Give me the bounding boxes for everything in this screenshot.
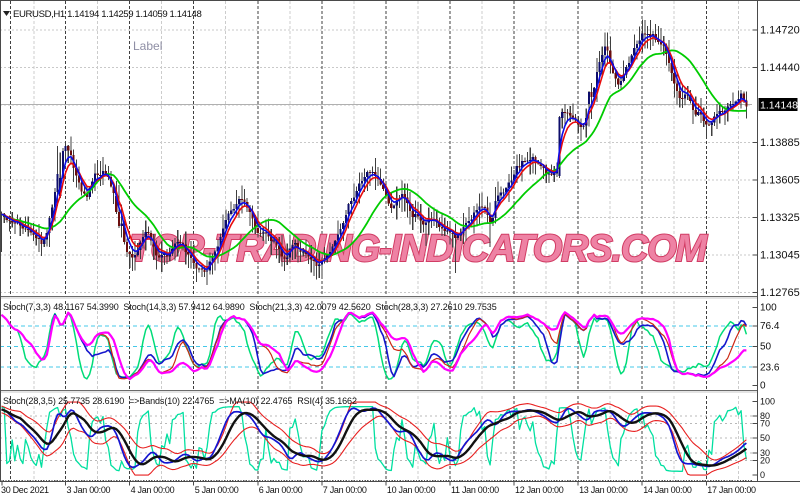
svg-text:Stoch(7,3,3) 48.1167 54.3990: Stoch(7,3,3) 48.1167 54.3990 Stoch(14,3,… — [3, 302, 497, 312]
svg-text:17 Jan 00:00: 17 Jan 00:00 — [707, 485, 756, 495]
svg-text:7 Jan 00:00: 7 Jan 00:00 — [323, 485, 367, 495]
svg-text:13 Jan 00:00: 13 Jan 00:00 — [579, 485, 628, 495]
svg-text:1.12765: 1.12765 — [760, 287, 800, 299]
svg-text:50: 50 — [760, 342, 772, 353]
svg-text:70: 70 — [760, 419, 770, 429]
svg-text:TOP-TRADING-INDICATORS.COM: TOP-TRADING-INDICATORS.COM — [129, 228, 708, 270]
svg-text:1.14440: 1.14440 — [760, 62, 800, 74]
svg-text:100: 100 — [760, 397, 775, 407]
svg-text:6 Jan 00:00: 6 Jan 00:00 — [259, 485, 303, 495]
svg-text:14 Jan 00:00: 14 Jan 00:00 — [643, 485, 692, 495]
svg-text:Stoch(28,3,5) 25.7735 28.6190: Stoch(28,3,5) 25.7735 28.6190 =>Bands(10… — [3, 396, 357, 406]
svg-text:50: 50 — [760, 433, 770, 443]
svg-text:10 Jan 00:00: 10 Jan 00:00 — [387, 485, 436, 495]
svg-text:1.13885: 1.13885 — [760, 137, 800, 149]
svg-text:0: 0 — [760, 381, 766, 392]
svg-text:1.14148: 1.14148 — [760, 100, 798, 112]
svg-text:23.6: 23.6 — [760, 362, 780, 373]
svg-text:EURUSD,H1 1.14194 1.14259 1.14: EURUSD,H1 1.14194 1.14259 1.14059 1.1414… — [13, 9, 201, 20]
svg-text:0: 0 — [760, 470, 765, 480]
svg-text:3 Jan 00:00: 3 Jan 00:00 — [67, 485, 111, 495]
svg-text:100: 100 — [760, 303, 777, 314]
svg-text:30 Dec 2021: 30 Dec 2021 — [1, 485, 49, 495]
svg-text:20: 20 — [760, 455, 770, 465]
svg-text:76.4: 76.4 — [760, 321, 780, 332]
svg-text:1.13325: 1.13325 — [760, 212, 800, 224]
svg-text:12 Jan 00:00: 12 Jan 00:00 — [515, 485, 564, 495]
svg-text:30: 30 — [760, 448, 770, 458]
svg-text:1.14720: 1.14720 — [760, 25, 800, 37]
svg-text:11 Jan 00:00: 11 Jan 00:00 — [451, 485, 499, 495]
svg-text:1.13605: 1.13605 — [760, 175, 800, 187]
svg-text:4 Jan 00:00: 4 Jan 00:00 — [131, 485, 175, 495]
svg-text:Label: Label — [133, 39, 162, 53]
svg-text:5 Jan 00:00: 5 Jan 00:00 — [195, 485, 239, 495]
svg-text:80: 80 — [760, 411, 770, 421]
svg-text:1.13045: 1.13045 — [760, 250, 800, 262]
